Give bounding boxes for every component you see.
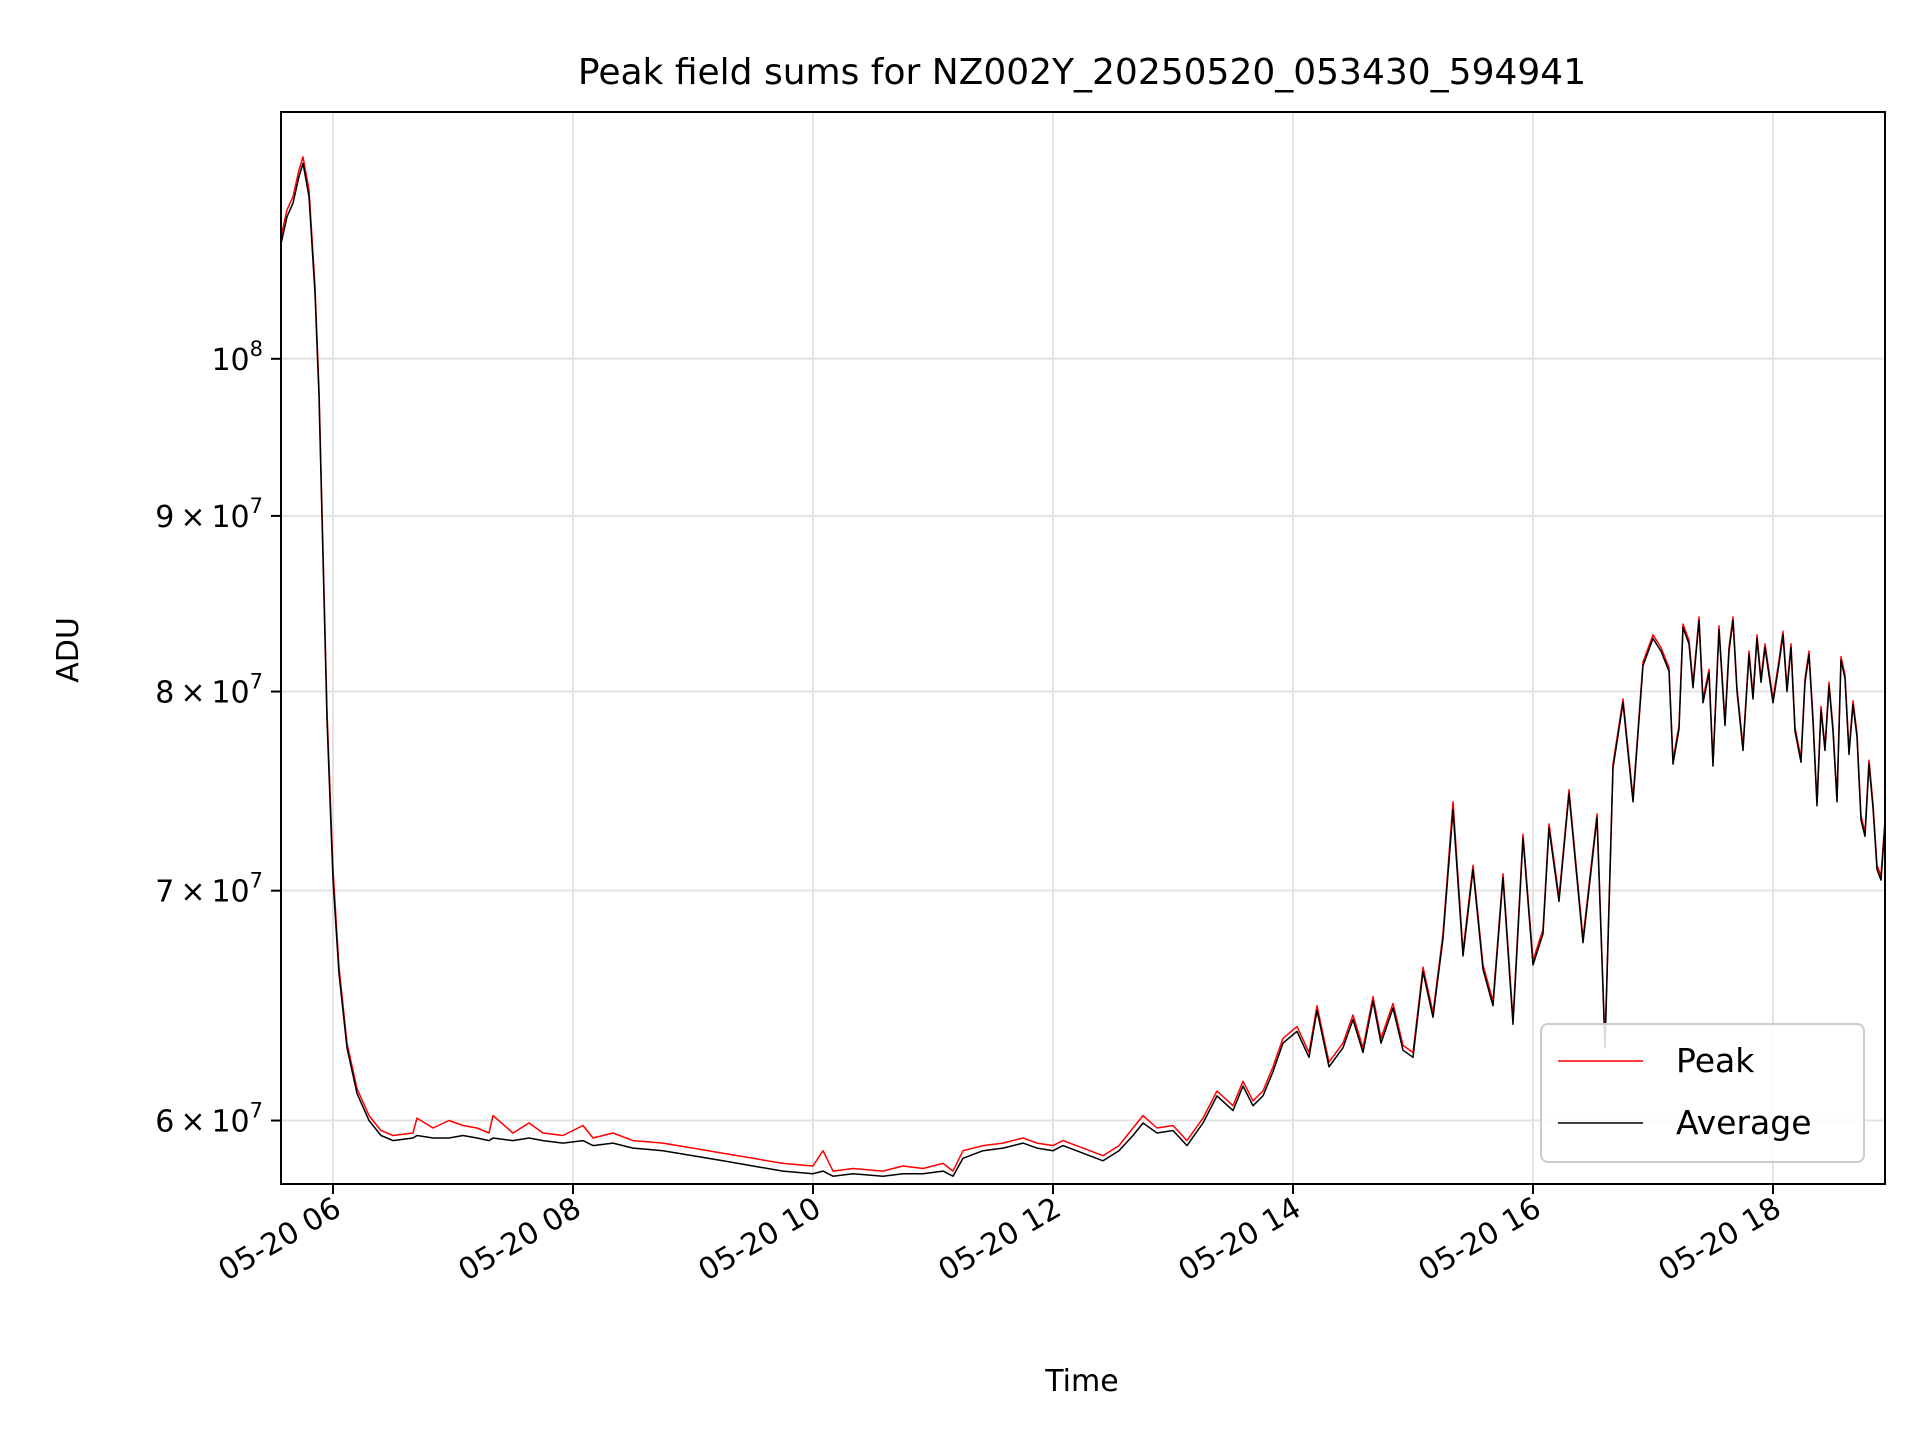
x-axis-title: Time	[1044, 1364, 1118, 1399]
grid	[281, 112, 1885, 1184]
legend-label-peak: Peak	[1676, 1041, 1755, 1080]
y-tick-label: 6 × 107	[155, 1099, 263, 1140]
y-tick-label: 7 × 107	[155, 869, 263, 910]
legend-label-average: Average	[1676, 1103, 1812, 1142]
legend: Peak Average	[1540, 1023, 1865, 1163]
y-axis-ticks: 6 × 107 7 × 107 8 × 107 9 × 107 108	[155, 337, 281, 1140]
chart-title: Peak field sums for NZ002Y_20250520_0534…	[578, 52, 1586, 93]
series-lines	[280, 156, 1886, 1177]
series-line-average	[280, 162, 1886, 1177]
y-tick-label: 108	[211, 337, 263, 378]
y-tick-label: 9 × 107	[155, 494, 263, 535]
y-tick-label: 8 × 107	[155, 670, 263, 711]
plot-frame	[280, 111, 1886, 1185]
y-axis-title: ADU	[51, 617, 86, 683]
legend-box	[1540, 1023, 1865, 1163]
